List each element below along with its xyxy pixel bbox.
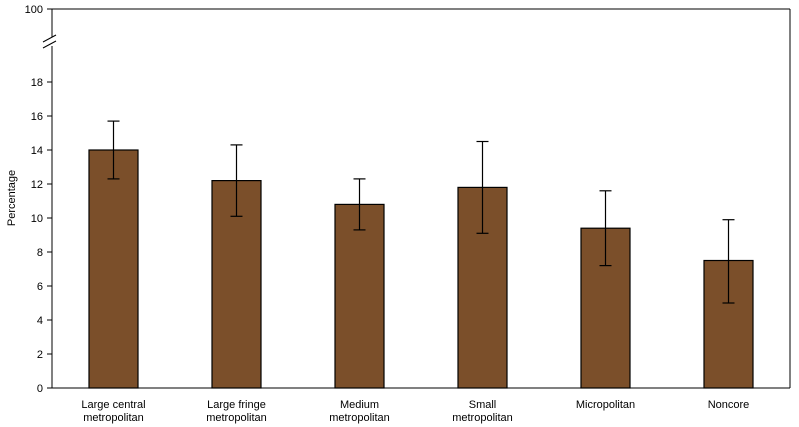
category-label: Medium metropolitan [329, 399, 390, 424]
y-tick-label: 16 [31, 111, 43, 123]
bar [334, 203, 385, 389]
error-bar [599, 190, 612, 267]
y-tick-label: 0 [37, 383, 43, 395]
category-label: Large central metropolitan [81, 399, 145, 424]
y-tick-label: 6 [37, 281, 43, 293]
category-label: Micropolitan [576, 399, 635, 411]
bars-group [88, 149, 754, 389]
error-bars-group [107, 120, 735, 304]
error-bar [230, 144, 243, 217]
error-bar [722, 219, 735, 304]
y-tick-label: 18 [31, 77, 43, 89]
x-axis-labels: Large central metropolitan Large fringe met… [81, 399, 749, 424]
category-label: Large fringe metropolitan [206, 399, 267, 424]
y-tick-label: 4 [37, 315, 43, 327]
error-bar [107, 120, 120, 180]
y-tick-label: 10 [31, 213, 43, 225]
y-axis-title: Percentage [6, 170, 18, 226]
error-bar [476, 140, 489, 234]
y-tick-label: 8 [37, 247, 43, 259]
y-axis-ticks: 0 2 4 6 8 10 12 14 16 18 100 [25, 4, 52, 395]
y-tick-label: 2 [37, 349, 43, 361]
category-label: Small metropolitan [452, 399, 513, 424]
bar [88, 149, 139, 389]
category-label: Noncore [708, 399, 750, 411]
error-bar [353, 178, 366, 231]
y-tick-label: 14 [31, 145, 43, 157]
y-tick-label-top: 100 [25, 4, 43, 16]
axis-break-marker [40, 34, 64, 49]
y-tick-label: 12 [31, 179, 43, 191]
